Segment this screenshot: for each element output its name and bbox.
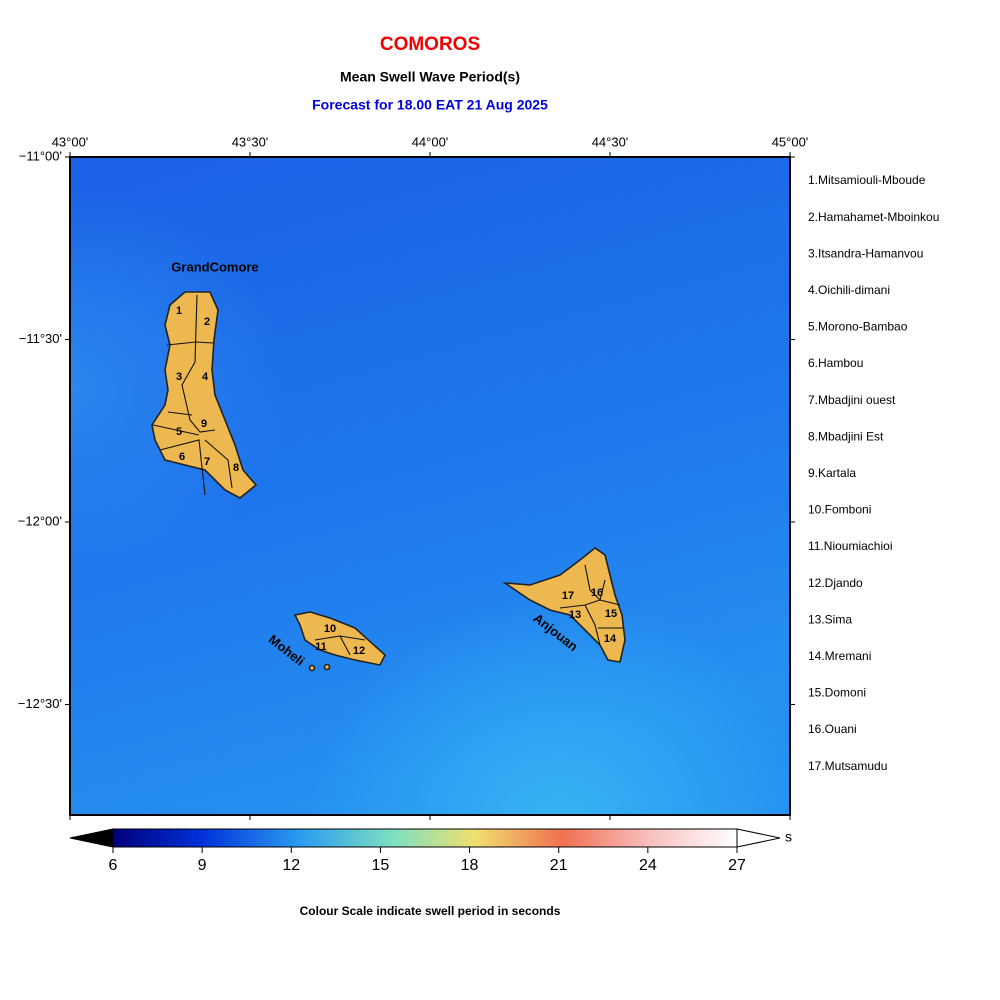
legend-item: 5.Morono-Bambao bbox=[808, 320, 908, 334]
forecast: Forecast for 18.00 EAT 21 Aug 2025 bbox=[312, 97, 548, 113]
lon-label: 44°30' bbox=[592, 134, 629, 149]
title: COMOROS bbox=[380, 34, 480, 55]
legend-item: 4.Oichili-dimani bbox=[808, 283, 890, 297]
colorbar-high bbox=[736, 828, 781, 848]
colorbar-tick-label: 21 bbox=[550, 857, 568, 874]
legend-item: 16.Ouani bbox=[808, 722, 857, 736]
lat-label: −11°30' bbox=[19, 331, 62, 346]
region-number: 1 bbox=[176, 305, 182, 317]
lat-label: −11°00' bbox=[19, 148, 62, 163]
colorbar-tick-label: 15 bbox=[372, 857, 390, 874]
region-number: 12 bbox=[353, 645, 365, 657]
region-number: 10 bbox=[324, 623, 336, 635]
region-number: 6 bbox=[179, 451, 185, 463]
moheli bbox=[293, 611, 386, 672]
legend-item: 13.Sima bbox=[808, 612, 852, 626]
region-number: 3 bbox=[176, 371, 182, 383]
lat-label: −12°30' bbox=[18, 696, 62, 711]
colorbar-tick-label: 6 bbox=[109, 857, 118, 874]
lon-label: 44°00' bbox=[412, 134, 449, 149]
legend-item: 9.Kartala bbox=[808, 466, 856, 480]
region-number: 8 bbox=[233, 462, 239, 474]
lon-label: 45°00' bbox=[772, 134, 809, 149]
colorbar-tick-label: 12 bbox=[282, 857, 300, 874]
region-number: 15 bbox=[605, 608, 617, 620]
colorbar bbox=[112, 828, 738, 848]
region-number: 14 bbox=[604, 633, 617, 645]
region-number: 9 bbox=[201, 418, 207, 430]
region-number: 16 bbox=[591, 587, 603, 599]
legend-item: 8.Mbadjini Est bbox=[808, 429, 884, 443]
legend-item: 12.Djando bbox=[808, 576, 863, 590]
legend-item: 11.Nioumiachioi bbox=[808, 539, 893, 553]
colorbar-low bbox=[69, 828, 114, 848]
legend-item: 17.Mutsamudu bbox=[808, 759, 887, 773]
legend-item: 14.Mremani bbox=[808, 649, 871, 663]
legend-item: 2.Hamahamet-Mboinkou bbox=[808, 210, 939, 224]
region-number: 5 bbox=[176, 426, 182, 438]
lat-label: −12°00' bbox=[18, 513, 62, 528]
colorbar-caption: Colour Scale indicate swell period in se… bbox=[300, 904, 561, 918]
colorbar-tick-label: 9 bbox=[198, 857, 207, 874]
legend-item: 10.Fomboni bbox=[808, 503, 871, 517]
region-number: 11 bbox=[315, 641, 327, 653]
colorbar-tick-label: 18 bbox=[461, 857, 479, 874]
island-name: GrandComore bbox=[171, 259, 258, 274]
anjouan bbox=[502, 547, 626, 663]
legend-item: 3.Itsandra-Hamanvou bbox=[808, 246, 923, 260]
legend-item: 1.Mitsamiouli-Mboude bbox=[808, 173, 926, 187]
region-number: 17 bbox=[562, 590, 574, 602]
colorbar-tick-label: 24 bbox=[639, 857, 657, 874]
legend-item: 7.Mbadjini ouest bbox=[808, 393, 896, 407]
sea-shade bbox=[70, 157, 790, 815]
region-number: 2 bbox=[204, 316, 210, 328]
legend-item: 6.Hambou bbox=[808, 356, 863, 370]
lon-label: 43°30' bbox=[232, 134, 269, 149]
grand-comore bbox=[151, 291, 258, 499]
region-number: 4 bbox=[202, 371, 209, 383]
legend-item: 15.Domoni bbox=[808, 686, 866, 700]
subtitle: Mean Swell Wave Period(s) bbox=[340, 69, 520, 85]
region-number: 13 bbox=[569, 609, 581, 621]
colorbar-tick-label: 27 bbox=[728, 857, 746, 874]
region-number: 7 bbox=[204, 456, 210, 468]
colorbar-unit: s bbox=[785, 829, 792, 845]
lon-label: 43°00' bbox=[52, 134, 89, 149]
